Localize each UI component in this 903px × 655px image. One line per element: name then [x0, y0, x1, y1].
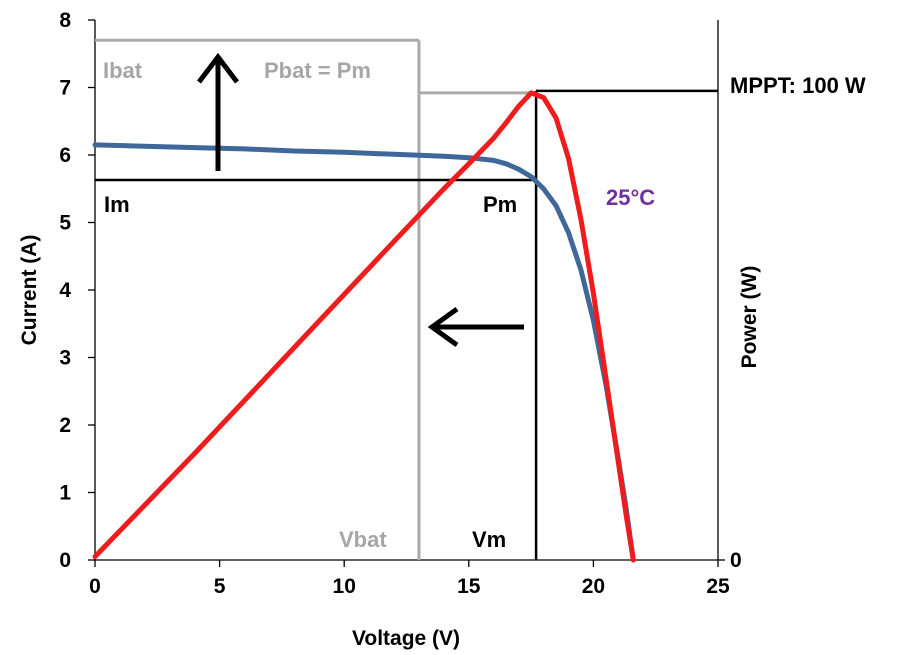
pm-label: Pm [483, 192, 517, 217]
x-tick-label: 10 [333, 575, 356, 598]
up-arrow-icon [197, 52, 239, 171]
mppt-label: MPPT: 100 W [730, 73, 866, 98]
vbat-label: Vbat [339, 527, 387, 552]
y-axis-title: Current (A) [18, 235, 41, 346]
reference-lines [95, 38, 718, 560]
y2-axis-title: Power (W) [738, 266, 761, 369]
left-arrow-icon [427, 306, 524, 348]
power-curve [92, 90, 636, 563]
y-tick-label: 3 [59, 347, 71, 370]
y2-tick-label: 0 [730, 549, 742, 572]
x-tick-label: 25 [706, 575, 730, 598]
y-tick-label: 5 [59, 212, 71, 235]
x-tick-label: 5 [214, 575, 226, 598]
x-tick-label: 20 [582, 575, 605, 598]
y-tick-label: 1 [59, 482, 71, 505]
temperature-label: 25°C [606, 185, 655, 210]
iv-curve [92, 142, 636, 563]
y-tick-label: 4 [59, 279, 71, 302]
pbat-pm-label: Pbat = Pm [264, 58, 371, 83]
y-tick-label: 8 [59, 9, 71, 32]
y-tick-label: 7 [59, 77, 71, 100]
y-tick-label: 6 [59, 144, 71, 167]
x-axis-title: Voltage (V) [352, 627, 460, 650]
series-layer [92, 90, 636, 563]
x-tick-label: 0 [89, 575, 101, 598]
y-tick-label: 0 [59, 549, 71, 572]
im-label: Im [104, 192, 130, 217]
vm-label: Vm [472, 527, 506, 552]
y-tick-label: 2 [59, 414, 71, 437]
ibat-label: Ibat [103, 58, 143, 83]
x-tick-label: 15 [457, 575, 481, 598]
